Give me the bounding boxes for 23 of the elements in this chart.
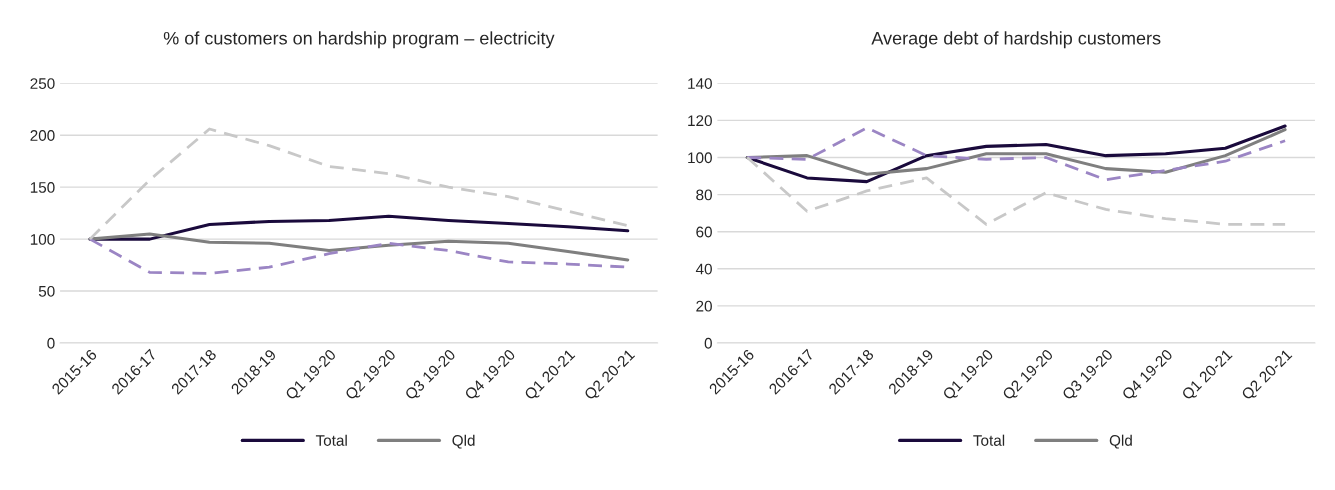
y-tick-label: 250 [30,78,55,89]
chart-title: Average debt of hardship customers [871,31,1161,49]
line-series [88,127,630,241]
y-tick-label: 40 [695,263,712,275]
y-tick-label: 60 [696,226,712,238]
chart-title: % of customers on hardship program – electricity [163,31,555,49]
legend-label: Total [315,434,347,446]
y-tick-label: 80 [696,189,712,201]
legend-label: Qld [1109,434,1132,449]
y-tick-label: 50 [38,285,55,297]
y-tick-label: 20 [696,300,712,312]
legend-label: Total [973,434,1005,446]
y-tick-label: 100 [688,152,712,164]
y-tick-label: 150 [30,182,55,193]
y-tick-label: 100 [30,233,55,245]
y-tick-label: 140 [688,78,712,89]
y-tick-label: 0 [704,337,712,349]
y-tick-label: 120 [688,115,712,127]
line-series [745,156,1287,226]
line-series [88,232,630,262]
y-tick-label: 200 [30,130,55,141]
legend-label: Qld [452,434,475,449]
y-tick-label: 0 [47,337,55,349]
